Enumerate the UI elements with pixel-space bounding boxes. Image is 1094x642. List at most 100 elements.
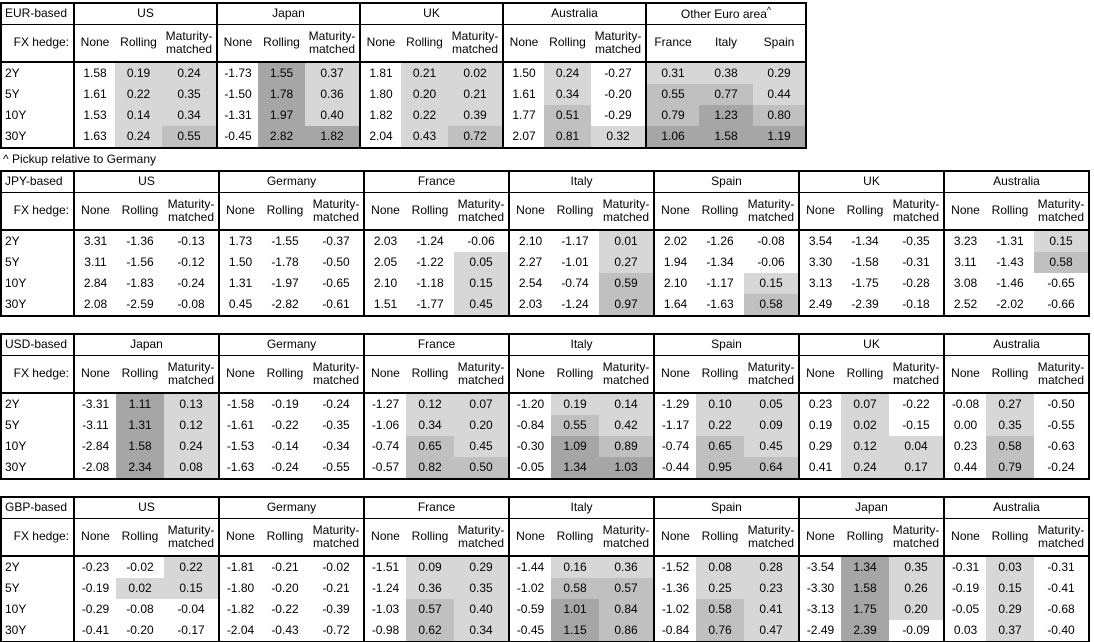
hedge-type-header: Maturity-matched bbox=[162, 24, 217, 63]
hedge-type-header: Maturity-matched bbox=[164, 192, 219, 231]
value-cell: -0.19 bbox=[73, 578, 116, 599]
value-cell: 0.07 bbox=[454, 393, 509, 415]
value-cell: 0.09 bbox=[406, 556, 454, 578]
hedge-type-header: None bbox=[508, 355, 551, 394]
country-header: Germany bbox=[218, 497, 364, 519]
value-cell: -0.74 bbox=[363, 436, 406, 457]
value-cell: 0.45 bbox=[218, 294, 261, 316]
hedge-type-header: None bbox=[798, 518, 841, 557]
hedge-type-header: None bbox=[502, 24, 544, 63]
hedge-type-header: Maturity-matched bbox=[454, 355, 509, 394]
value-cell: -0.31 bbox=[1047, 559, 1075, 574]
country-header: UK bbox=[359, 3, 503, 25]
value-cell: 1.50 bbox=[502, 62, 544, 84]
value-cell: -0.50 bbox=[1047, 396, 1075, 411]
table-row: 30Y -2.08 2.34 0.08 -1.63 -0.24 -0.55 -0.57 0.82… bbox=[1, 457, 1089, 479]
value-cell: -0.24 bbox=[322, 396, 350, 411]
value-cell: -0.24 bbox=[177, 275, 205, 290]
value-cell: -1.77 bbox=[416, 296, 444, 311]
value-cell: 0.05 bbox=[744, 393, 799, 415]
table-row: 10Y -2.84 1.58 0.24 -1.53 -0.14 -0.34 -0.74 0.65… bbox=[1, 436, 1089, 457]
value-cell: 2.54 bbox=[508, 273, 551, 294]
value-cell: -0.05 bbox=[943, 599, 986, 620]
value-cell: 0.31 bbox=[645, 62, 699, 84]
value-cell: -0.19 bbox=[943, 578, 986, 599]
value-cell: -0.65 bbox=[322, 275, 350, 290]
hedge-type-header: None bbox=[218, 355, 261, 394]
value-cell: -1.20 bbox=[508, 393, 551, 415]
value-cell: -1.31 bbox=[216, 105, 258, 126]
value-cell: -1.73 bbox=[216, 62, 258, 84]
hedge-type-header: None bbox=[508, 518, 551, 557]
value-cell: 0.27 bbox=[986, 393, 1034, 415]
value-cell: 0.29 bbox=[454, 556, 509, 578]
value-cell: 0.26 bbox=[889, 578, 944, 599]
value-cell: 1.61 bbox=[502, 84, 544, 105]
value-cell: -3.11 bbox=[73, 415, 116, 436]
value-cell: -1.36 bbox=[126, 233, 154, 248]
value-cell: 0.39 bbox=[448, 105, 503, 126]
sub-country-header: Spain bbox=[753, 24, 806, 63]
hedge-type-header: Rolling bbox=[551, 518, 599, 557]
table-row: 2Y 3.31 -1.36 -0.13 1.73 -1.55 -0.37 2.03 -1.24 -… bbox=[1, 230, 1089, 252]
value-cell: -0.63 bbox=[1047, 438, 1075, 453]
hedge-type-header: Rolling bbox=[696, 355, 744, 394]
hedge-type-header: Rolling bbox=[544, 24, 591, 63]
value-cell: 1.50 bbox=[218, 252, 261, 273]
hedge-type-header: Maturity-matched bbox=[591, 24, 646, 63]
value-cell: 0.64 bbox=[744, 457, 799, 479]
value-cell: 0.86 bbox=[599, 620, 654, 642]
value-cell: 0.32 bbox=[591, 126, 646, 148]
value-cell: 2.82 bbox=[258, 126, 305, 148]
hedge-type-header: Rolling bbox=[986, 518, 1034, 557]
value-cell: 0.79 bbox=[986, 457, 1034, 479]
value-cell: 0.34 bbox=[162, 105, 217, 126]
value-cell: -0.20 bbox=[604, 86, 632, 101]
value-cell: 0.65 bbox=[406, 436, 454, 457]
country-header: Japan bbox=[798, 497, 944, 519]
value-cell: -2.02 bbox=[996, 296, 1024, 311]
country-header: Japan bbox=[73, 334, 219, 356]
value-cell: 2.07 bbox=[502, 126, 544, 148]
value-cell: 2.03 bbox=[508, 294, 551, 316]
hedge-type-header: Maturity-matched bbox=[305, 24, 360, 63]
value-cell: 0.42 bbox=[599, 415, 654, 436]
value-cell: 0.14 bbox=[599, 393, 654, 415]
value-cell: -0.84 bbox=[653, 620, 696, 642]
value-cell: -0.29 bbox=[73, 599, 116, 620]
hedge-type-header: Rolling bbox=[406, 518, 454, 557]
fx-hedge-label: FX hedge: bbox=[1, 518, 74, 557]
value-cell: -1.22 bbox=[416, 254, 444, 269]
value-cell: 0.10 bbox=[696, 393, 744, 415]
hedge-type-header: Rolling bbox=[406, 192, 454, 231]
hedge-type-header: None bbox=[73, 192, 116, 231]
value-cell: 0.43 bbox=[401, 126, 448, 148]
country-header: Japan bbox=[216, 3, 360, 25]
footnote-marker: ^ bbox=[766, 5, 772, 16]
value-cell: 0.15 bbox=[744, 273, 799, 294]
value-cell: -0.40 bbox=[1047, 622, 1075, 637]
value-cell: 0.58 bbox=[744, 294, 799, 316]
hedge-type-header: Rolling bbox=[696, 192, 744, 231]
value-cell: 0.22 bbox=[115, 84, 162, 105]
value-cell: -0.02 bbox=[322, 559, 350, 574]
tenor-label: 5Y bbox=[5, 86, 20, 101]
value-cell: 0.57 bbox=[406, 599, 454, 620]
hedge-type-header: Maturity-matched bbox=[889, 355, 944, 394]
value-cell: -0.29 bbox=[604, 107, 632, 122]
value-cell: 1.58 bbox=[841, 578, 889, 599]
hedge-type-header: None bbox=[218, 192, 261, 231]
base-currency-label: USD-based bbox=[1, 334, 74, 356]
value-cell: 0.08 bbox=[164, 457, 219, 479]
hedge-type-header: None bbox=[798, 192, 841, 231]
country-header: Germany bbox=[218, 334, 364, 356]
value-cell: 0.01 bbox=[599, 230, 654, 252]
value-cell: 3.11 bbox=[73, 252, 116, 273]
value-cell: -0.05 bbox=[508, 457, 551, 479]
country-header: US bbox=[73, 497, 219, 519]
tenor-label: 2Y bbox=[5, 396, 20, 411]
table-row: 5Y 1.61 0.22 0.35 -1.50 1.78 0.36 1.80 0.20 0.21 1… bbox=[1, 84, 806, 105]
country-header: US bbox=[73, 3, 217, 25]
value-cell: -0.41 bbox=[73, 620, 116, 642]
value-cell: 0.47 bbox=[744, 620, 799, 642]
